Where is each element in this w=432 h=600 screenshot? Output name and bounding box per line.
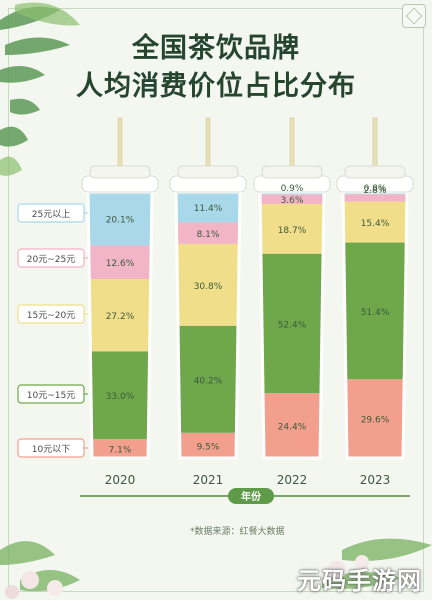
data-label: 27.2% bbox=[106, 312, 135, 322]
bar-segment-10元以下 bbox=[88, 439, 152, 458]
cup-2020: 7.1% 33.0% 27.2% 12.6% 20.1% bbox=[81, 117, 159, 460]
data-label: 9.5% bbox=[197, 442, 220, 452]
bar-segment-25元以上 bbox=[176, 192, 240, 223]
x-tick-label: 2022 bbox=[277, 473, 308, 487]
data-label: 0.8% bbox=[364, 184, 387, 194]
legend-item: 20元~25元 bbox=[27, 255, 75, 265]
straw bbox=[372, 117, 378, 169]
data-label: 0.9% bbox=[281, 184, 304, 194]
watermark: 元码手游网 bbox=[297, 567, 422, 595]
bar-segment-15元~20元 bbox=[343, 201, 407, 243]
x-tick-label: 2021 bbox=[193, 473, 224, 487]
legend-item: 25元以上 bbox=[32, 209, 70, 220]
bar-segment-20元~25元 bbox=[260, 194, 324, 204]
bar-segment-10元~15元 bbox=[176, 325, 240, 433]
straw bbox=[289, 117, 295, 169]
data-label: 30.8% bbox=[194, 282, 223, 292]
bar-segment-10元~15元 bbox=[88, 351, 152, 440]
data-source-note: *数据来源：红餐大数据 bbox=[190, 527, 285, 537]
data-label: 51.4% bbox=[361, 308, 390, 318]
cup-body bbox=[176, 192, 240, 458]
data-label: 2.8% bbox=[364, 186, 387, 196]
bar-segment-10元以下 bbox=[260, 393, 324, 458]
bar-segment-10元以下 bbox=[343, 379, 407, 458]
data-label: 24.4% bbox=[278, 423, 307, 433]
data-label: 15.4% bbox=[361, 219, 390, 229]
data-label: 3.6% bbox=[281, 196, 304, 206]
cup-2021: 9.5% 40.2% 30.8% 8.1% 11.4% bbox=[169, 117, 247, 460]
cup-body bbox=[88, 192, 152, 458]
legend-item: 10元以下 bbox=[32, 445, 70, 455]
bar-segment-15元~20元 bbox=[176, 243, 240, 326]
bar-segment-10元~15元 bbox=[260, 253, 324, 394]
legend-item: 15元~20元 bbox=[27, 311, 75, 321]
data-label: 52.4% bbox=[278, 320, 307, 330]
data-label: 11.4% bbox=[194, 204, 223, 214]
data-label: 12.6% bbox=[106, 259, 135, 269]
bar-segment-20元~25元 bbox=[88, 245, 152, 279]
corner-ornament-icon bbox=[402, 4, 426, 28]
straw bbox=[205, 117, 211, 169]
chart-title-line1: 全国茶饮品牌 bbox=[132, 33, 300, 64]
x-axis-label: 年份 bbox=[241, 490, 262, 503]
cup-2023: 29.6% 51.4% 15.4% 2.8%0.8% bbox=[336, 117, 414, 460]
legend-item: 10元~15元 bbox=[27, 391, 75, 401]
cup-lid-top bbox=[177, 165, 239, 179]
data-label: 7.1% bbox=[109, 446, 132, 456]
cup-lid-top bbox=[344, 165, 406, 179]
cup-lid-top bbox=[261, 165, 323, 179]
chart-title-line2: 人均消费价位占比分布 bbox=[76, 71, 356, 102]
data-label: 40.2% bbox=[194, 376, 223, 386]
bar-segment-10元以下 bbox=[176, 432, 240, 458]
bar-segment-15元~20元 bbox=[260, 203, 324, 254]
data-label: 18.7% bbox=[278, 226, 307, 236]
bar-segment-20元~25元 bbox=[343, 194, 407, 202]
data-label: 29.6% bbox=[361, 416, 390, 426]
data-label: 20.1% bbox=[106, 216, 135, 226]
x-tick-label: 2023 bbox=[360, 473, 391, 487]
data-label: 33.0% bbox=[106, 392, 135, 402]
bar-segment-25元以上 bbox=[88, 192, 152, 246]
x-tick-label: 2020 bbox=[105, 473, 136, 487]
straw bbox=[117, 117, 123, 169]
cup-2022: 24.4% 52.4% 18.7% 3.6% 0.9% bbox=[253, 117, 331, 460]
cup-body bbox=[260, 192, 324, 458]
bar-segment-10元~15元 bbox=[343, 242, 407, 380]
data-label: 8.1% bbox=[197, 230, 220, 240]
cup-lid-top bbox=[89, 165, 151, 179]
bar-segment-15元~20元 bbox=[88, 278, 152, 352]
bar-segment-20元~25元 bbox=[176, 222, 240, 244]
x-axis-label-pill bbox=[228, 488, 274, 504]
